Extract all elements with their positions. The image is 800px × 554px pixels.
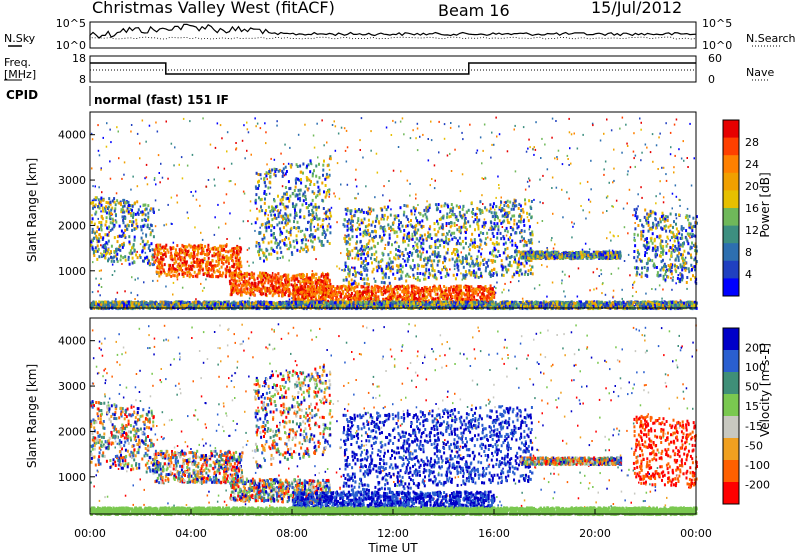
- power-panel-frame: [89, 111, 697, 309]
- colorbar-segment: [723, 243, 739, 262]
- colorbar-tick: -50: [745, 439, 763, 452]
- velocity-ylabel: Slant Range [km]: [25, 364, 39, 468]
- freq-panel-frame: [89, 55, 697, 83]
- xtick-label: 00:00: [680, 527, 712, 540]
- power-cells: [90, 116, 698, 311]
- velocity-colorbar: 200 100 50 15 -15 -50 -100 -200: [722, 327, 770, 505]
- ytick-label: 3000: [58, 380, 86, 393]
- colorbar-tick: 50: [745, 381, 759, 394]
- power-yticks: 1000 2000 3000 4000: [58, 129, 95, 278]
- xtick-label: 12:00: [377, 527, 409, 540]
- colorbar-tick: 12: [745, 224, 759, 237]
- power-panel: 1000 2000 3000 4000 Slant Range [km] 28 24 20…: [25, 111, 772, 311]
- cpid-label: CPID: [6, 88, 38, 102]
- noise-series: [89, 23, 697, 42]
- colorbar-tick: 4: [745, 268, 752, 281]
- colorbar-tick: 20: [745, 180, 759, 193]
- freq-right-tick-top: 60: [708, 52, 722, 65]
- date-label: 15/Jul/2012: [591, 0, 682, 17]
- xtick-label: 00:00: [74, 527, 106, 540]
- colorbar-segment: [723, 372, 739, 395]
- freq-left-tick-top: 18: [72, 52, 86, 65]
- colorbar-tick: 16: [745, 202, 759, 215]
- power-colorbar-label: Power [dB]: [758, 172, 772, 237]
- colorbar-tick: 15: [745, 400, 759, 413]
- colorbar-segment: [723, 394, 739, 417]
- colorbar-tick: -100: [745, 459, 770, 472]
- freq-left-tick-bottom: 8: [79, 73, 86, 86]
- colorbar-tick: 200: [745, 342, 766, 355]
- velocity-colorbar-label: Velocity [m s-1]: [758, 343, 772, 437]
- colorbar-segment: [723, 260, 739, 279]
- colorbar-segment: [723, 172, 739, 191]
- ytick-label: 2000: [58, 425, 86, 438]
- ytick-label: 3000: [58, 174, 86, 187]
- noise-right-tick-top: 10^5: [702, 17, 732, 30]
- power-ylabel: Slant Range [km]: [25, 158, 39, 262]
- velocity-cells: [90, 323, 698, 517]
- cpid-text: normal (fast) 151 IF: [94, 93, 229, 107]
- colorbar-tick: -15: [745, 420, 763, 433]
- noise-right-tick-bottom: 10^0: [702, 39, 732, 52]
- colorbar-tick: 100: [745, 361, 766, 374]
- colorbar-segment: [723, 482, 739, 505]
- noise-panel: 10^5 10^0 10^5 10^0: [56, 17, 732, 52]
- ytick-label: 2000: [58, 219, 86, 232]
- colorbar-tick: -200: [745, 478, 770, 491]
- nsky-label: N.Sky: [4, 32, 36, 45]
- xtick-label: 04:00: [175, 527, 207, 540]
- velocity-xticks: 00:00 04:00 08:00 12:00 16:00 20:00 00:00: [74, 509, 712, 540]
- ytick-label: 4000: [58, 335, 86, 348]
- colorbar-tick: 8: [745, 246, 752, 259]
- power-colorbar: 28 24 20 16 12 8 4: [722, 119, 759, 297]
- freq-label: Freq.: [4, 56, 31, 69]
- colorbar-segment: [723, 120, 739, 139]
- freq-right-tick-bottom: 0: [708, 73, 715, 86]
- noise-left-tick-top: 10^5: [56, 17, 86, 30]
- beam-label: Beam 16: [438, 1, 510, 20]
- colorbar-segment: [723, 460, 739, 483]
- colorbar-segment: [723, 416, 739, 439]
- colorbar-frame: [722, 327, 740, 505]
- colorbar-segment: [723, 155, 739, 174]
- noise-left-tick-bottom: 10^0: [56, 39, 86, 52]
- freq-line: [90, 62, 696, 75]
- colorbar-segment: [723, 278, 739, 297]
- colorbar-segment: [723, 350, 739, 373]
- nsearch-label: N.Search: [746, 32, 796, 45]
- xtick-label: 08:00: [276, 527, 308, 540]
- freq-panel: 18 8 60 0: [72, 52, 722, 86]
- colorbar-segment: [723, 208, 739, 227]
- colorbar-tick: 24: [745, 158, 759, 171]
- freq-series: [90, 62, 696, 75]
- xtick-label: 16:00: [478, 527, 510, 540]
- ytick-label: 1000: [58, 471, 86, 484]
- colorbar-segment: [723, 438, 739, 461]
- nsky-line: [89, 23, 697, 40]
- figure-title: Christmas Valley West (fitACF): [92, 0, 335, 17]
- colorbar-segment: [723, 225, 739, 244]
- freq-unit-label: [MHz]: [4, 68, 36, 81]
- velocity-yticks: 1000 2000 3000 4000: [58, 335, 95, 484]
- nave-label: Nave: [746, 66, 774, 79]
- colorbar-tick: 28: [745, 136, 759, 149]
- colorbar-frame: [722, 119, 740, 297]
- ytick-label: 1000: [58, 265, 86, 278]
- colorbar-segment: [723, 190, 739, 209]
- ytick-label: 4000: [58, 129, 86, 142]
- velocity-xlabel: Time UT: [367, 541, 418, 554]
- colorbar-segment: [723, 328, 739, 351]
- xtick-label: 20:00: [579, 527, 611, 540]
- colorbar-segment: [723, 137, 739, 156]
- nsearch-line: [89, 36, 697, 42]
